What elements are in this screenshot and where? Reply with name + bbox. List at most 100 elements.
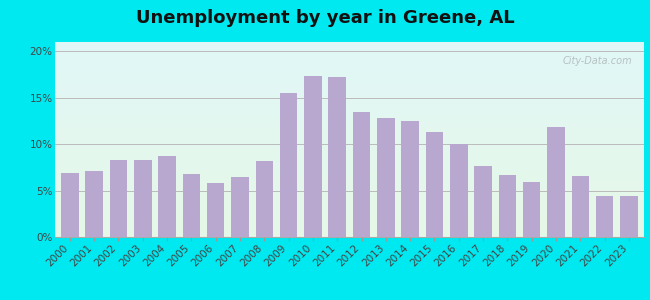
Bar	[55, 144, 644, 145]
Bar	[55, 235, 644, 236]
Bar	[55, 55, 644, 56]
Bar	[55, 218, 644, 220]
Bar	[55, 227, 644, 228]
Bar	[55, 221, 644, 222]
Bar	[620, 196, 638, 237]
Bar	[183, 174, 200, 237]
Bar	[55, 154, 644, 155]
Bar	[55, 51, 644, 52]
Bar	[571, 176, 589, 237]
Bar	[55, 45, 644, 46]
Bar	[55, 165, 644, 166]
Bar	[55, 153, 644, 154]
Bar	[55, 183, 644, 184]
Bar	[55, 200, 644, 201]
Bar	[55, 195, 644, 196]
Bar	[55, 81, 644, 82]
Bar	[55, 145, 644, 146]
Bar	[523, 182, 540, 237]
Bar	[55, 157, 644, 158]
Bar	[55, 90, 644, 91]
Bar	[55, 133, 644, 134]
Bar	[55, 126, 644, 127]
Bar	[55, 80, 644, 81]
Bar	[55, 93, 644, 94]
Bar	[55, 168, 644, 169]
Bar	[55, 118, 644, 119]
Bar	[55, 189, 644, 190]
Bar	[55, 162, 644, 163]
Bar	[55, 122, 644, 123]
Bar	[55, 120, 644, 121]
Bar	[55, 142, 644, 143]
Bar	[55, 192, 644, 193]
Bar	[55, 50, 644, 51]
Bar	[55, 96, 644, 97]
Bar	[55, 132, 644, 133]
Bar	[55, 49, 644, 50]
Bar	[55, 53, 644, 54]
Bar	[55, 164, 644, 165]
Bar	[55, 193, 644, 194]
Bar	[304, 76, 322, 237]
Bar	[55, 156, 644, 157]
Bar	[55, 52, 644, 53]
Bar	[55, 152, 644, 153]
Bar	[55, 204, 644, 205]
Bar	[85, 171, 103, 237]
Bar	[55, 229, 644, 230]
Bar	[55, 224, 644, 225]
Bar	[55, 226, 644, 227]
Bar	[55, 212, 644, 213]
Bar	[55, 150, 644, 151]
Bar	[280, 93, 297, 237]
Bar	[55, 169, 644, 170]
Bar	[55, 171, 644, 172]
Bar	[55, 100, 644, 101]
Bar	[55, 230, 644, 231]
Bar	[55, 87, 644, 88]
Bar	[55, 58, 644, 59]
Bar	[55, 94, 644, 95]
Bar	[55, 128, 644, 129]
Bar	[55, 191, 644, 192]
Bar	[55, 214, 644, 215]
Bar	[55, 78, 644, 79]
Bar	[55, 73, 644, 74]
Bar	[55, 160, 644, 161]
Bar	[55, 66, 644, 67]
Bar	[55, 42, 644, 43]
Bar	[55, 88, 644, 89]
Bar	[55, 62, 644, 63]
Bar	[55, 110, 644, 111]
Bar	[55, 75, 644, 76]
Bar	[55, 43, 644, 44]
Bar	[55, 103, 644, 104]
Bar	[55, 137, 644, 139]
Bar	[55, 182, 644, 183]
Bar	[55, 206, 644, 207]
Bar	[55, 84, 644, 85]
Bar	[55, 112, 644, 113]
Bar	[55, 64, 644, 65]
Bar	[55, 174, 644, 175]
Bar	[55, 203, 644, 204]
Bar	[55, 46, 644, 47]
Bar	[55, 71, 644, 72]
Bar	[55, 217, 644, 218]
Bar	[55, 105, 644, 106]
Bar	[55, 79, 644, 80]
Bar	[55, 136, 644, 137]
Bar	[55, 202, 644, 203]
Bar	[55, 190, 644, 191]
Bar	[55, 220, 644, 221]
Bar	[55, 143, 644, 144]
Bar	[55, 161, 644, 162]
Bar	[55, 231, 644, 232]
Bar	[55, 129, 644, 130]
Bar	[55, 59, 644, 61]
Bar	[596, 196, 614, 237]
Bar	[55, 72, 644, 73]
Bar	[55, 228, 644, 229]
Bar	[55, 56, 644, 57]
